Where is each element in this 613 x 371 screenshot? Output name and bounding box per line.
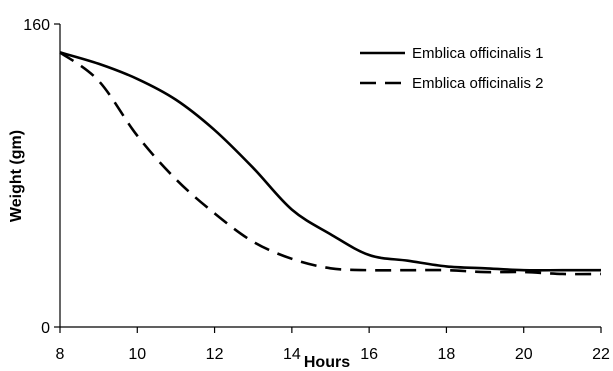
x-tick-label: 12 <box>206 346 224 363</box>
series-line-2 <box>59 51 602 276</box>
series-line-1 <box>59 51 601 272</box>
x-tick-label: 20 <box>515 346 533 363</box>
x-axis-ticks: 8 10 12 14 16 18 20 22 <box>56 327 610 363</box>
y-axis-ticks: 0 160 <box>23 17 60 337</box>
x-tick-label: 14 <box>283 346 301 363</box>
series-lines <box>59 51 602 276</box>
legend: Emblica officinalis 1 Emblica officinalis… <box>360 45 543 92</box>
legend-label-1: Emblica officinalis 1 <box>412 45 543 62</box>
x-tick-label: 22 <box>592 346 610 363</box>
x-tick-label: 18 <box>438 346 456 363</box>
x-tick-label: 16 <box>360 346 378 363</box>
x-tick-label: 10 <box>128 346 146 363</box>
axes <box>59 24 601 328</box>
y-tick-label: 160 <box>23 17 50 34</box>
y-tick-label: 0 <box>41 320 50 337</box>
y-axis-label: Weight (gm) <box>8 130 25 222</box>
x-axis-label: Hours <box>304 354 350 371</box>
x-tick-label: 8 <box>56 346 65 363</box>
legend-label-2: Emblica officinalis 2 <box>412 75 543 92</box>
